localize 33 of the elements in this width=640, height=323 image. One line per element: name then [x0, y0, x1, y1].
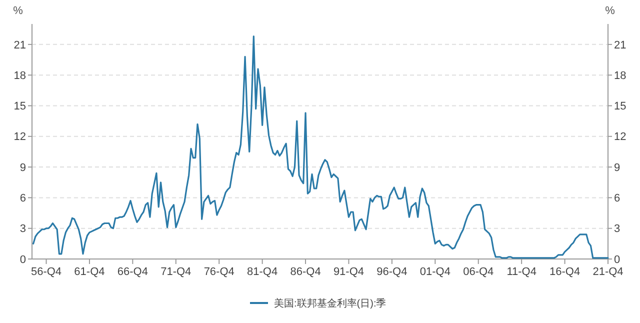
y-axis-title: % — [13, 5, 24, 17]
x-tick-label: 61-Q4 — [74, 266, 105, 278]
y2-tick-label: 21 — [614, 39, 626, 52]
x-tick-label: 96-Q4 — [376, 266, 408, 278]
y-tick-label: 6 — [20, 192, 26, 205]
x-tick-label: 81-Q4 — [247, 266, 278, 278]
y2-axis-title: % — [605, 5, 616, 17]
y2-tick-label: 15 — [614, 100, 626, 113]
y-tick-label: 3 — [20, 223, 26, 236]
x-tick-label: 76-Q4 — [204, 266, 234, 278]
x-tick-label: 21-Q4 — [592, 266, 624, 278]
y-tick-label: 9 — [20, 162, 26, 174]
y-tick-label: 18 — [14, 70, 26, 82]
y-tick-label: 0 — [20, 254, 26, 266]
x-tick-label: 01-Q4 — [420, 266, 450, 278]
x-tick-label: 66-Q4 — [117, 266, 148, 278]
y2-tick-label: 12 — [614, 131, 626, 144]
x-tick-label: 56-Q4 — [30, 266, 62, 278]
x-tick-label: 86-Q4 — [290, 266, 321, 278]
y2-tick-label: 3 — [614, 223, 620, 236]
y2-tick-label: 9 — [614, 162, 620, 174]
y2-tick-label: 0 — [614, 254, 620, 266]
x-tick-label: 71-Q4 — [160, 266, 192, 278]
y-tick-label: 15 — [14, 100, 26, 113]
y2-tick-label: 6 — [614, 192, 620, 205]
x-tick-label: 06-Q4 — [463, 266, 494, 278]
y-tick-label: 21 — [14, 39, 26, 52]
x-tick-label: 16-Q4 — [550, 266, 580, 278]
x-tick-label: 11-Q4 — [506, 266, 536, 278]
y2-tick-label: 18 — [614, 70, 626, 82]
y-tick-label: 12 — [14, 131, 26, 144]
legend-label: 美国:联邦基金利率(日):季 — [274, 298, 386, 310]
x-tick-label: 91-Q4 — [333, 266, 364, 278]
